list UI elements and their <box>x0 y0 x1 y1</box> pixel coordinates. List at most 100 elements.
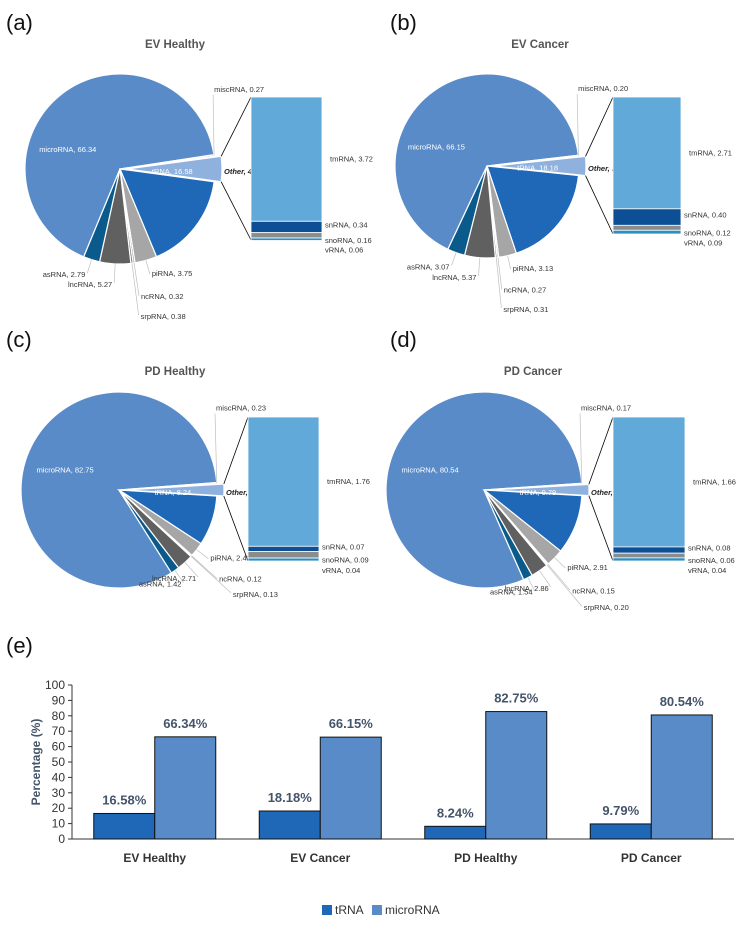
breakdown-label-tmRNA: tmRNA, 1.76 <box>327 477 370 486</box>
y-tick-label: 80 <box>52 709 66 723</box>
bar-tRNA <box>93 812 156 840</box>
pie-slice-other <box>490 483 590 497</box>
slice-label-miscRNA: miscRNA, 0.17 <box>581 404 631 413</box>
y-tick-label: 10 <box>52 817 66 831</box>
pie-slice-other <box>125 483 225 497</box>
legend-swatch-microRNA <box>372 905 382 915</box>
leader-line <box>212 94 215 156</box>
leader-line <box>576 94 579 156</box>
leader-line <box>174 570 184 583</box>
pie-panel-3: (c) PD Healthy microRNA, 82.75 miscRNA, 0.2… <box>6 327 370 599</box>
data-label-tRNA: 18.18% <box>268 790 313 805</box>
breakdown-segment-tmRNA <box>247 416 320 547</box>
leader-line <box>507 255 512 270</box>
connector-line <box>223 495 249 562</box>
x-category-label: PD Cancer <box>621 851 682 865</box>
data-label-tRNA: 16.58% <box>102 792 147 807</box>
breakdown-segment-snRNA <box>612 546 686 554</box>
breakdown-label-snoRNA: snoRNA, 0.16 <box>325 236 372 245</box>
bar-tRNA <box>424 825 487 840</box>
x-category-label: EV Cancer <box>290 851 350 865</box>
slice-label-lncRNA: lncRNA, 5.37 <box>432 273 476 282</box>
legend-label-microRNA: microRNA <box>385 903 440 917</box>
slice-label-lncRNA: lncRNA, 2.86 <box>505 584 549 593</box>
pie-panel-2: (b) EV Cancer microRNA, 66.15 miscRNA, 0.20… <box>390 10 732 314</box>
slice-label-miscRNA: miscRNA, 0.27 <box>214 85 264 94</box>
breakdown-label-snoRNA: snoRNA, 0.09 <box>322 555 369 564</box>
y-tick-label: 100 <box>45 678 65 692</box>
breakdown-segment-vRNA <box>247 557 320 562</box>
pie-panel-4: (d) PD Cancer microRNA, 80.54 miscRNA, 0.17… <box>385 327 736 612</box>
data-label-tRNA: 9.79% <box>602 803 639 818</box>
breakdown-segment-tmRNA <box>250 96 323 222</box>
breakdown-label-snRNA: snRNA, 0.34 <box>325 220 368 229</box>
bar-tRNA <box>589 823 652 840</box>
panel-title: EV Cancer <box>511 39 569 51</box>
slice-label-srpRNA: srpRNA, 0.38 <box>141 312 186 321</box>
connector-line <box>588 416 614 485</box>
breakdown-segment-snRNA <box>247 545 320 552</box>
leader-line <box>133 262 140 296</box>
bar-microRNA <box>650 714 713 840</box>
leader-line <box>86 259 92 274</box>
leader-line <box>547 564 571 591</box>
data-label-microRNA: 66.34% <box>163 716 208 731</box>
connector-line <box>588 495 614 562</box>
slice-label-other: Other, 3.32 <box>588 164 627 173</box>
y-tick-label: 50 <box>52 755 66 769</box>
breakdown-segment-snoRNA <box>250 232 323 239</box>
bar-tRNA <box>258 810 321 840</box>
y-tick-label: 20 <box>52 801 66 815</box>
connector-line <box>585 96 614 157</box>
leader-line <box>113 263 116 283</box>
leader-line <box>196 549 209 559</box>
slice-label-lncRNA: lncRNA, 5.27 <box>68 280 112 289</box>
slice-label-other: Other, 1.96 <box>226 488 265 497</box>
connector-line <box>220 96 252 157</box>
breakdown-label-snoRNA: snoRNA, 0.12 <box>684 228 731 237</box>
leader-line <box>478 257 481 277</box>
bar-microRNA <box>154 736 217 840</box>
slice-label-ncRNA: ncRNA, 0.32 <box>141 292 184 301</box>
slice-label-other: Other, 4.28 <box>224 167 263 176</box>
breakdown-label-vRNA: vRNA, 0.04 <box>688 566 726 575</box>
y-axis-label: Percentage (%) <box>29 719 43 806</box>
breakdown-segment-snRNA <box>250 220 323 234</box>
leader-line <box>190 556 232 594</box>
y-tick-label: 90 <box>52 693 66 707</box>
slice-label-other: Other, 1.84 <box>591 488 630 497</box>
breakdown-label-snoRNA: snoRNA, 0.06 <box>688 556 735 565</box>
slice-label-asRNA: asRNA, 2.79 <box>43 270 86 279</box>
panel-letter: (e) <box>6 633 33 658</box>
y-tick-label: 0 <box>58 832 65 846</box>
panel-title: EV Healthy <box>145 39 206 51</box>
slice-label-tRNA: tRNA, 9.79 <box>520 488 557 497</box>
connector-line <box>223 416 249 485</box>
slice-label-miscRNA: miscRNA, 0.23 <box>216 404 266 413</box>
leader-line <box>539 570 551 588</box>
pie-slice-other <box>493 155 587 177</box>
pie-slice-microRNA <box>24 73 215 258</box>
leader-line <box>497 257 503 290</box>
pie-slice-tRNA <box>486 165 580 254</box>
legend-label-tRNA: tRNA <box>335 903 364 917</box>
pie-panel-1: (a) EV Healthy microRNA, 66.34 miscRNA, 0.2… <box>6 10 373 321</box>
breakdown-label-vRNA: vRNA, 0.04 <box>322 566 360 575</box>
breakdown-segment-vRNA <box>612 229 682 235</box>
slice-label-tRNA: tRNA, 18.18 <box>517 164 558 173</box>
leader-line <box>214 413 218 484</box>
slice-label-tRNA: tRNA, 16.58 <box>152 167 193 176</box>
y-tick-label: 40 <box>52 770 66 784</box>
breakdown-label-tmRNA: tmRNA, 2.71 <box>689 148 732 157</box>
connector-line <box>585 175 614 235</box>
x-category-label: EV Healthy <box>123 851 186 865</box>
slice-label-piRNA: piRNA, 2.91 <box>567 563 607 572</box>
slice-label-srpRNA: srpRNA, 0.31 <box>503 305 548 314</box>
leader-line <box>191 555 218 580</box>
slice-label-asRNA: asRNA, 3.07 <box>407 263 450 272</box>
slice-label-miscRNA: miscRNA, 0.20 <box>578 84 628 93</box>
breakdown-label-vRNA: vRNA, 0.09 <box>684 239 722 248</box>
pie-slice-asRNA <box>118 489 180 574</box>
x-category-label: PD Healthy <box>454 851 518 865</box>
